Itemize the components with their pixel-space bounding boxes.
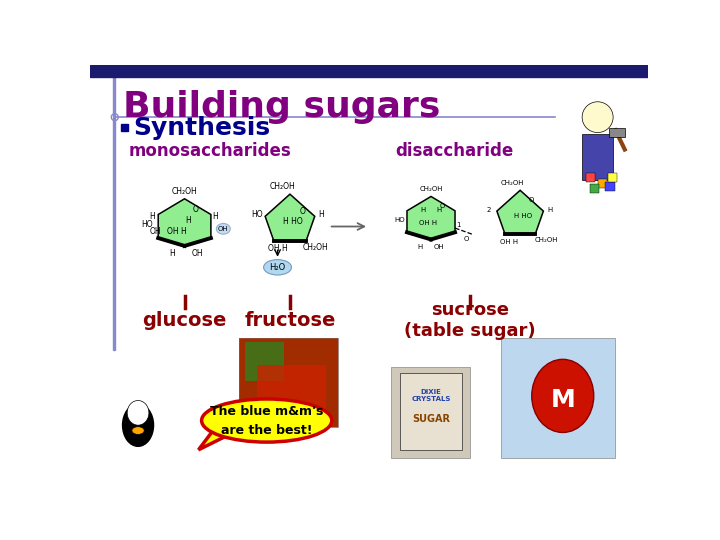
Text: Building sugars: Building sugars [122, 90, 440, 124]
Bar [90, 65, 648, 77]
Bar [113, 77, 114, 350]
Polygon shape [265, 194, 315, 241]
Ellipse shape [216, 224, 230, 234]
Text: O: O [528, 197, 534, 202]
Text: OH: OH [191, 249, 203, 258]
Ellipse shape [202, 399, 332, 442]
Text: SUGAR: SUGAR [412, 414, 450, 424]
Ellipse shape [532, 359, 594, 433]
Text: sucrose
(table sugar): sucrose (table sugar) [404, 301, 536, 340]
FancyBboxPatch shape [239, 338, 338, 427]
Polygon shape [199, 431, 226, 450]
Text: H: H [318, 211, 324, 219]
Text: monosaccharides: monosaccharides [129, 142, 292, 160]
Bar [586, 173, 595, 182]
Polygon shape [497, 190, 544, 234]
Text: H HO: H HO [283, 218, 303, 226]
Text: H: H [185, 216, 191, 225]
Bar [239, 338, 338, 427]
Ellipse shape [582, 102, 613, 132]
Text: OH H: OH H [167, 227, 186, 235]
Bar [606, 182, 615, 191]
Ellipse shape [122, 404, 153, 447]
Bar [256, 365, 326, 419]
Polygon shape [158, 199, 211, 246]
Text: The blue m&m's
are the best!: The blue m&m's are the best! [210, 404, 323, 436]
Text: H: H [212, 212, 218, 220]
Bar [245, 342, 284, 381]
Bar [608, 173, 617, 182]
Bar [598, 179, 607, 188]
Text: Synthesis: Synthesis [133, 116, 271, 140]
Text: H₂O: H₂O [269, 263, 286, 272]
Text: CH₂OH: CH₂OH [500, 180, 524, 186]
Text: fructose: fructose [244, 311, 336, 330]
Text: OH: OH [433, 244, 444, 250]
Bar [400, 373, 462, 450]
Ellipse shape [127, 401, 149, 425]
Text: OH H: OH H [268, 244, 287, 253]
Bar [121, 124, 128, 131]
Text: CH₂OH: CH₂OH [302, 242, 328, 252]
Bar [391, 367, 469, 457]
Text: glucose: glucose [143, 311, 227, 330]
Text: H: H [547, 207, 552, 213]
Text: HO: HO [142, 220, 153, 230]
Text: DIXIE
CRYSTALS: DIXIE CRYSTALS [411, 389, 451, 402]
Text: CH₂OH: CH₂OH [419, 186, 443, 192]
Text: H: H [420, 207, 426, 213]
Text: CH₂OH: CH₂OH [269, 182, 295, 191]
Ellipse shape [264, 260, 292, 275]
Text: O: O [300, 207, 305, 215]
Text: 1: 1 [456, 222, 460, 228]
Text: HO: HO [251, 211, 264, 219]
Text: H: H [169, 249, 175, 258]
Polygon shape [407, 197, 455, 239]
Text: HO: HO [394, 217, 405, 224]
Text: disaccharide: disaccharide [395, 142, 513, 160]
Ellipse shape [132, 427, 144, 434]
Text: 2: 2 [487, 207, 491, 213]
Text: OH: OH [218, 226, 229, 232]
Text: CH₂OH: CH₂OH [171, 187, 197, 195]
Text: CH₂OH: CH₂OH [534, 238, 558, 244]
Text: M: M [550, 388, 575, 411]
Text: O: O [439, 204, 444, 210]
Bar [609, 128, 625, 137]
Text: OH H: OH H [419, 220, 437, 226]
Text: O: O [464, 236, 469, 242]
Bar [590, 184, 599, 193]
Text: OH H: OH H [500, 239, 518, 245]
Text: H: H [436, 207, 441, 213]
Text: OH: OH [150, 227, 161, 235]
Text: H HO: H HO [514, 213, 532, 219]
Bar [500, 338, 616, 457]
Text: H: H [418, 244, 423, 250]
Text: O: O [192, 205, 198, 214]
Bar [582, 134, 613, 180]
Text: H: H [149, 212, 155, 220]
